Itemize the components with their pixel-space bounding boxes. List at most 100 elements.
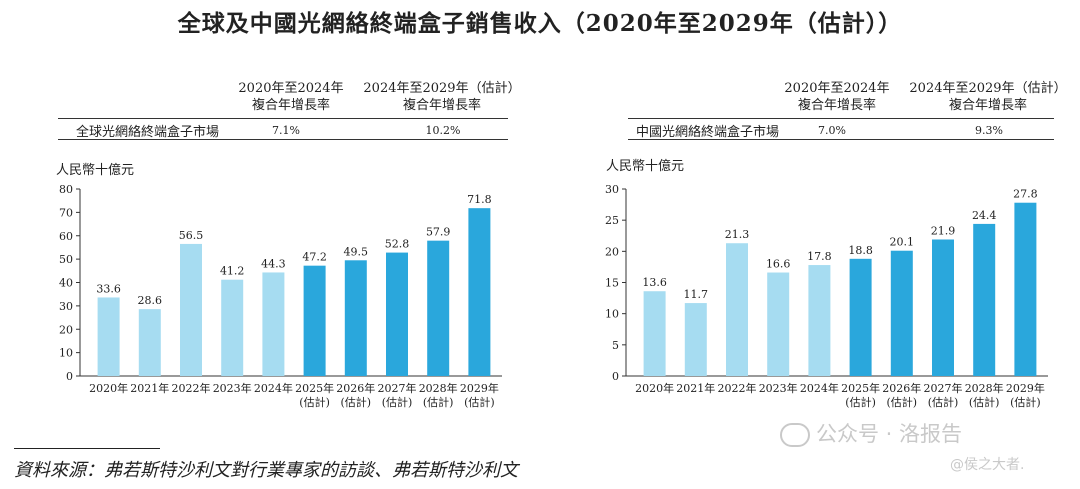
cagr-value-1: 7.0% xyxy=(818,124,846,137)
cagr-header-2-line2: 複合年增長率 xyxy=(948,98,1027,113)
bar xyxy=(303,265,326,376)
y-tick-label: 60 xyxy=(59,230,73,243)
cagr-value-2: 10.2% xyxy=(425,124,461,137)
cagr-bottom-rule xyxy=(58,139,508,140)
cagr-header-2: 2024年至2029年（估計） 複合年增長率 xyxy=(902,80,1074,114)
x-tick-label: 2026年 xyxy=(336,381,375,395)
bar-value-label: 21.9 xyxy=(931,224,956,237)
y-tick-label: 20 xyxy=(59,323,73,336)
cagr-header-1: 2020年至2024年 複合年增長率 xyxy=(226,80,356,114)
x-tick-label: 2023年 xyxy=(213,381,252,395)
x-tick-sublabel: (估計) xyxy=(464,395,495,409)
cagr-header-2-line1: 2024年至2029年（估計） xyxy=(909,81,1067,96)
cagr-header-1-line2: 複合年增長率 xyxy=(251,98,330,113)
x-tick-sublabel: (估計) xyxy=(299,395,330,409)
watermark: 公众号 · 洛报告 xyxy=(780,418,962,448)
bar-value-label: 41.2 xyxy=(220,265,245,278)
source-rule xyxy=(14,448,160,449)
bar-value-label: 47.2 xyxy=(302,251,327,264)
cagr-header-2-line1: 2024年至2029年（估計） xyxy=(363,81,521,96)
x-tick-label: 2024年 xyxy=(254,381,293,395)
x-tick-label: 2021年 xyxy=(676,381,715,395)
bar xyxy=(138,309,161,376)
x-tick-label: 2025年 xyxy=(841,381,880,395)
y-tick-label: 80 xyxy=(59,183,73,196)
china-bar-chart: 0 5 10 15 20 25 30 13.6 2020年 11.7 2021年 21.3 2022年 1… xyxy=(605,183,1048,409)
source-note: 資料來源：弗若斯特沙利文對行業專家的訪談、弗若斯特沙利文 xyxy=(14,460,518,481)
china-chart-panel: 2020年至2024年 複合年增長率 2024年至2029年（估計） 複合年增長… xyxy=(604,76,1067,416)
bar-value-label: 57.9 xyxy=(426,226,451,239)
y-tick-label: 10 xyxy=(605,308,619,321)
bar xyxy=(849,258,872,376)
y-tick-label: 40 xyxy=(59,277,73,290)
cagr-top-rule xyxy=(58,118,508,119)
x-tick-label: 2022年 xyxy=(172,381,211,395)
bar-value-label: 20.1 xyxy=(890,236,915,249)
x-tick-label: 2027年 xyxy=(378,381,417,395)
bar-value-label: 52.8 xyxy=(385,238,410,251)
cagr-header-1-line1: 2020年至2024年 xyxy=(784,81,890,96)
bar xyxy=(932,239,954,376)
x-tick-sublabel: (估計) xyxy=(887,395,918,409)
y-tick-label: 50 xyxy=(59,253,73,266)
bar xyxy=(344,260,367,376)
market-label: 全球光網絡終端盒子市場 xyxy=(76,125,220,140)
bar-value-label: 27.8 xyxy=(1013,188,1038,201)
bar xyxy=(643,291,666,376)
x-tick-sublabel: (估計) xyxy=(969,395,1000,409)
x-tick-sublabel: (估計) xyxy=(845,395,876,409)
y-tick-label: 10 xyxy=(59,347,73,360)
bar-value-label: 17.8 xyxy=(807,250,832,263)
y-tick-label: 5 xyxy=(612,339,619,352)
x-tick-label: 2021年 xyxy=(130,381,169,395)
bar xyxy=(180,243,202,376)
bar xyxy=(221,279,244,376)
y-tick-label: 70 xyxy=(59,206,73,219)
y-tick-label: 30 xyxy=(59,300,73,313)
cagr-header-1: 2020年至2024年 複合年增長率 xyxy=(772,80,902,114)
x-tick-sublabel: (估計) xyxy=(928,395,959,409)
y-tick-label: 25 xyxy=(605,214,619,227)
x-tick-label: 2029年 xyxy=(1006,381,1045,395)
bar-value-label: 21.3 xyxy=(725,228,750,241)
cagr-header-1-line2: 複合年增長率 xyxy=(797,98,876,113)
bar-value-label: 56.5 xyxy=(179,229,204,242)
bar xyxy=(1014,202,1037,376)
cagr-header-2-line2: 複合年增長率 xyxy=(402,98,481,113)
cagr-value-2: 9.3% xyxy=(975,124,1003,137)
cagr-header-2: 2024年至2029年（估計） 複合年增長率 xyxy=(356,80,528,114)
x-tick-label: 2024年 xyxy=(800,381,839,395)
y-tick-label: 0 xyxy=(612,370,619,383)
x-tick-label: 2029年 xyxy=(460,381,499,395)
bar-value-label: 13.6 xyxy=(642,276,667,289)
bar-value-label: 18.8 xyxy=(848,244,873,257)
y-tick-label: 15 xyxy=(605,277,619,290)
y-tick-label: 30 xyxy=(605,183,619,196)
x-tick-label: 2028年 xyxy=(419,381,458,395)
cagr-top-rule xyxy=(628,118,1054,119)
page-title: 全球及中國光網絡終端盒子銷售收入（2020年至2029年（估計）） xyxy=(177,10,903,37)
global-bar-chart: 0 10 20 30 40 50 60 70 80 33.6 2020年 28.6 2021年 56.5 2… xyxy=(59,183,502,409)
bar-value-label: 33.6 xyxy=(96,282,121,295)
x-tick-label: 2028年 xyxy=(965,381,1004,395)
cagr-header-1-line1: 2020年至2024年 xyxy=(238,81,344,96)
bar xyxy=(808,265,831,376)
bar xyxy=(386,252,408,376)
x-tick-sublabel: (估計) xyxy=(1010,395,1041,409)
x-tick-label: 2020年 xyxy=(89,381,128,395)
x-tick-label: 2022年 xyxy=(718,381,757,395)
bar-value-label: 16.6 xyxy=(766,258,791,271)
bar-value-label: 28.6 xyxy=(138,294,163,307)
bar-value-label: 11.7 xyxy=(684,288,709,301)
watermark-sub: @侯之大者. xyxy=(950,457,1025,473)
bar xyxy=(97,297,120,376)
y-tick-label: 20 xyxy=(605,245,619,258)
watermark-text: 公众号 · 洛报告 xyxy=(816,422,963,446)
bar xyxy=(890,250,913,376)
y-tick-label: 0 xyxy=(66,370,73,383)
bar xyxy=(262,272,285,376)
y-axis-unit: 人民幣十億元 xyxy=(606,159,685,174)
bar xyxy=(726,243,748,376)
bar xyxy=(427,240,450,376)
bar-value-label: 24.4 xyxy=(972,209,997,222)
